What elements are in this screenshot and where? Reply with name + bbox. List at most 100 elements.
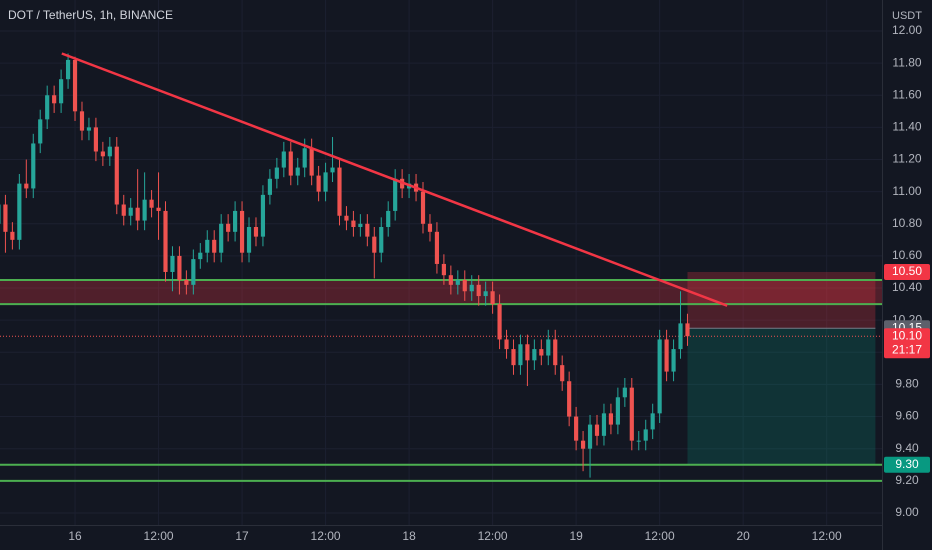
- candle-body: [121, 204, 126, 216]
- candle-body: [678, 323, 683, 350]
- price-tag-label: 10.50: [892, 264, 922, 278]
- candle-body: [191, 259, 196, 285]
- candle-body: [45, 95, 50, 120]
- candle-body: [539, 349, 544, 356]
- candle-body: [476, 284, 481, 297]
- candle-body: [281, 151, 286, 168]
- candle-body: [504, 339, 509, 350]
- y-tick-label: 9.20: [895, 473, 919, 487]
- candle-body: [601, 413, 607, 436]
- y-tick-label: 10.80: [892, 216, 922, 230]
- candle-body: [393, 178, 398, 211]
- candle-body: [608, 413, 614, 425]
- candle-body: [455, 280, 460, 285]
- y-tick-label: 9.00: [895, 505, 919, 519]
- y-tick-label: 11.00: [892, 184, 921, 198]
- candle-body: [622, 387, 627, 398]
- price-tag: [884, 328, 930, 359]
- candle-body: [38, 119, 43, 144]
- candle-body: [448, 275, 453, 285]
- candle-body: [93, 127, 98, 152]
- candle-body: [379, 226, 384, 253]
- candle-body: [24, 183, 29, 189]
- y-tick-label: 12.00: [892, 23, 922, 37]
- candle-body: [0, 204, 1, 224]
- candle-body: [246, 226, 252, 253]
- candle-body: [643, 429, 648, 441]
- candle-body: [490, 291, 495, 305]
- x-tick-label: 19: [569, 529, 583, 543]
- candle-body: [344, 215, 349, 221]
- candle-body: [594, 424, 600, 436]
- candle-body: [365, 223, 370, 237]
- y-tick-label: 9.40: [895, 441, 919, 455]
- candle-body: [497, 304, 502, 340]
- candle-body: [685, 323, 690, 337]
- candle-body: [671, 349, 676, 372]
- candle-body: [205, 239, 210, 253]
- candle-body: [434, 231, 440, 264]
- candle-body: [664, 339, 669, 372]
- candle-body: [511, 349, 516, 366]
- candle-body: [163, 210, 168, 272]
- trendline: [61, 52, 728, 307]
- chart-title: DOT / TetherUS, 1h, BINANCE: [8, 8, 173, 22]
- x-tick-label: 16: [68, 529, 82, 543]
- candle-body: [567, 381, 572, 417]
- y-tick-label: 10.40: [892, 280, 922, 294]
- candle-body: [17, 183, 22, 240]
- position-target: [687, 328, 876, 465]
- x-tick-label: 12:00: [812, 529, 842, 543]
- candle-body: [177, 255, 182, 281]
- y-tick-label: 9.60: [895, 409, 919, 423]
- candle-body: [267, 178, 272, 195]
- candle-body: [156, 207, 161, 211]
- x-tick-label: 12:00: [645, 529, 675, 543]
- candle-body: [302, 148, 307, 168]
- candle-body: [260, 194, 266, 237]
- candle-body: [546, 339, 551, 356]
- candle-body: [226, 223, 231, 232]
- x-tick-label: 12:00: [478, 529, 508, 543]
- candle-body: [170, 255, 175, 272]
- candle-body: [525, 344, 530, 361]
- candle-body: [372, 236, 377, 253]
- candle-body: [86, 127, 92, 131]
- candle-body: [650, 413, 655, 430]
- position-stop: [687, 271, 876, 329]
- candle-body: [65, 59, 71, 80]
- candle-body: [72, 59, 78, 112]
- candle-body: [288, 151, 293, 176]
- candle-body: [316, 175, 321, 192]
- price-tag: [884, 456, 930, 473]
- candle-body: [518, 344, 523, 366]
- x-tick-label: 20: [736, 529, 750, 543]
- candle-body: [142, 199, 147, 221]
- candle-body: [629, 387, 634, 441]
- candle-body: [107, 146, 112, 157]
- candle-body: [219, 223, 224, 253]
- resistance-zone: [0, 280, 882, 305]
- candle-body: [149, 199, 154, 208]
- candle-body: [323, 172, 328, 192]
- candle-body: [483, 291, 488, 297]
- candle-body: [79, 111, 85, 131]
- candle-body: [462, 280, 467, 292]
- price-tag-label: 9.30: [895, 457, 919, 471]
- x-tick-label: 12:00: [144, 529, 174, 543]
- candle-body: [52, 95, 57, 104]
- candle-body: [560, 365, 565, 382]
- candle-body: [337, 167, 342, 216]
- candle-body: [309, 148, 314, 176]
- candle-body: [574, 416, 579, 441]
- y-tick-label: 10.60: [892, 248, 922, 262]
- candle-body: [351, 220, 356, 227]
- candle-body: [441, 263, 446, 276]
- candle-body: [100, 151, 105, 157]
- x-tick-label: 18: [402, 529, 416, 543]
- candle-body: [532, 349, 537, 361]
- y-tick-label: 11.40: [892, 120, 921, 134]
- candle-body: [469, 284, 474, 292]
